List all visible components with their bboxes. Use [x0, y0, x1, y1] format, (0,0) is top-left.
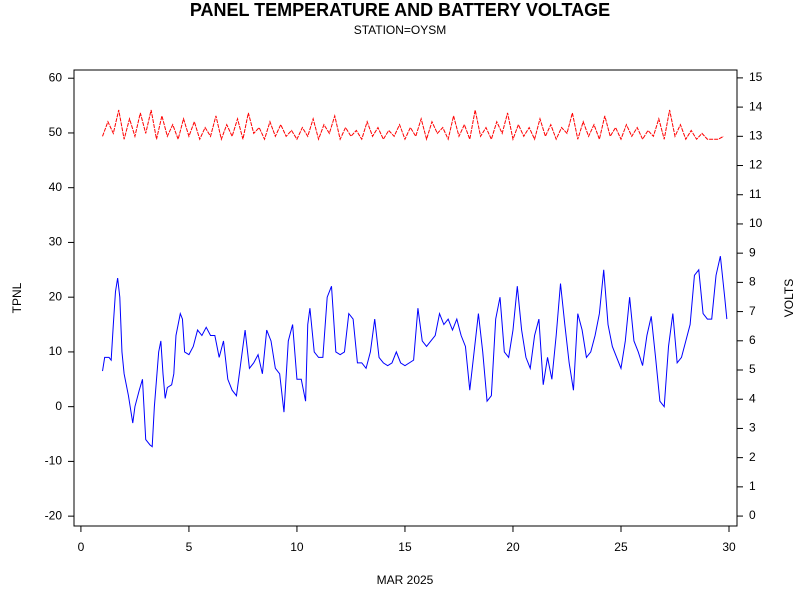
y2-tick-label: 2 [749, 450, 756, 464]
y2-tick-label: 7 [749, 304, 756, 318]
y-tick-label: 40 [49, 180, 63, 194]
y2-tick-label: 15 [749, 70, 763, 84]
y2-tick-label: 6 [749, 333, 756, 347]
x-tick-label: 30 [722, 540, 736, 554]
chart-subtitle: STATION=OYSM [354, 23, 447, 37]
y2-tick-label: 14 [749, 99, 763, 113]
y2-tick-label: 1 [749, 479, 756, 493]
x-tick-label: 5 [186, 540, 193, 554]
y-tick-label: 10 [49, 344, 63, 358]
y2-tick-label: 4 [749, 391, 756, 405]
x-tick-label: 15 [398, 540, 412, 554]
x-tick-label: 20 [506, 540, 520, 554]
y2-tick-label: 8 [749, 275, 756, 289]
y2-tick-label: 12 [749, 158, 763, 172]
y-tick-label: 50 [49, 125, 63, 139]
y2-tick-label: 0 [749, 508, 756, 522]
y-tick-label: -10 [45, 454, 63, 468]
y2-tick-label: 3 [749, 421, 756, 435]
x-tick-label: 0 [78, 540, 85, 554]
y-tick-label: 20 [49, 289, 63, 303]
x-tick-label: 10 [290, 540, 304, 554]
y2-tick-label: 5 [749, 362, 756, 376]
x-tick-label: 25 [614, 540, 628, 554]
y-tick-label: 0 [55, 399, 62, 413]
y2-tick-label: 10 [749, 216, 763, 230]
x-axis-label: MAR 2025 [377, 573, 434, 587]
series-line [102, 256, 728, 448]
y-tick-label: 60 [49, 70, 63, 84]
y2-axis-label: VOLTS [782, 279, 796, 317]
y2-tick-label: 13 [749, 128, 763, 142]
y-tick-label: -20 [45, 508, 63, 522]
chart-title: PANEL TEMPERATURE AND BATTERY VOLTAGE [190, 0, 610, 20]
y-tick-label: 30 [49, 235, 63, 249]
series-line [102, 109, 724, 142]
plot-frame [73, 69, 738, 527]
y2-tick-label: 11 [749, 187, 762, 201]
y-axis-label: TPNL [10, 282, 24, 313]
y2-tick-label: 9 [749, 245, 756, 259]
